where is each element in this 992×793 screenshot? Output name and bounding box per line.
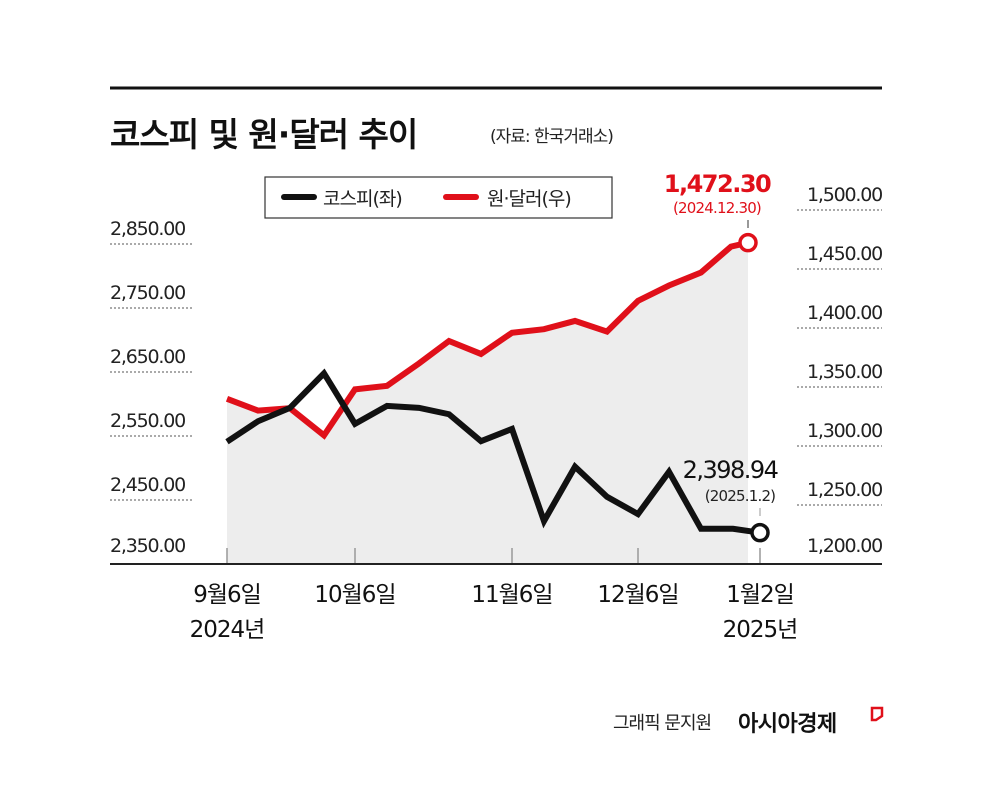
x-axis-label: 9월6일 [193, 582, 261, 608]
legend-box [264, 176, 613, 219]
left-axis-tick-label: 2,350.00 [110, 535, 185, 557]
annotation-kospi: 2,398.94 (2025.1.2) [683, 456, 779, 516]
right-axis-tick-label: 1,200.00 [807, 535, 882, 557]
left-axis-tick-label: 2,550.00 [110, 410, 185, 432]
annotation-krw-usd-value: 1,472.30 [664, 170, 771, 198]
left-axis-tick-label: 2,450.00 [110, 474, 185, 496]
x-axis-year-label: 2024년 [190, 617, 265, 643]
source-note: (자료: 한국거래소) [490, 127, 613, 147]
legend: 코스피(좌) 원·달러(우) [264, 176, 613, 219]
right-axis-tick-label: 1,500.00 [807, 184, 882, 206]
brand-mark-icon [870, 706, 884, 722]
annotation-krw-usd: 1,472.30 (2024.12.30) [664, 170, 773, 228]
right-axis-tick-label: 1,450.00 [807, 243, 882, 265]
x-axis-label: 1월2일 [726, 582, 794, 608]
x-axis-year-label: 2025년 [723, 617, 798, 643]
x-axis-label: 11월6일 [471, 582, 552, 608]
left-axis-tick-label: 2,850.00 [110, 218, 185, 240]
legend-label-krw-usd: 원·달러(우) [487, 188, 571, 210]
legend-label-kospi: 코스피(좌) [323, 188, 402, 210]
kospi-line [225, 368, 761, 536]
annotation-krw-usd-date: (2024.12.30) [673, 199, 761, 217]
annotation-kospi-date: (2025.1.2) [705, 487, 776, 505]
brand-logo: 아시아경제 [738, 712, 837, 737]
annotation-kospi-value: 2,398.94 [683, 456, 778, 484]
krw-usd-area-fill [227, 242, 748, 564]
right-axis-tick-label: 1,300.00 [807, 420, 882, 442]
left-axis-tick-label: 2,750.00 [110, 282, 185, 304]
graphic-credit: 그래픽 문지원 [613, 713, 711, 734]
right-axis-tick-label: 1,250.00 [807, 479, 882, 501]
krw-usd-endpoint-marker [738, 232, 758, 253]
x-axis-label: 12월6일 [597, 582, 678, 608]
left-axis-tick-label: 2,650.00 [110, 346, 185, 368]
krw-usd-line [225, 239, 749, 440]
right-axis-tick-label: 1,400.00 [807, 302, 882, 324]
chart-title: 코스피 및 원·달러 추이 [110, 115, 417, 154]
x-axis-label: 10월6일 [314, 582, 395, 608]
right-axis-tick-label: 1,350.00 [807, 361, 882, 383]
kospi-endpoint-marker [750, 522, 770, 543]
